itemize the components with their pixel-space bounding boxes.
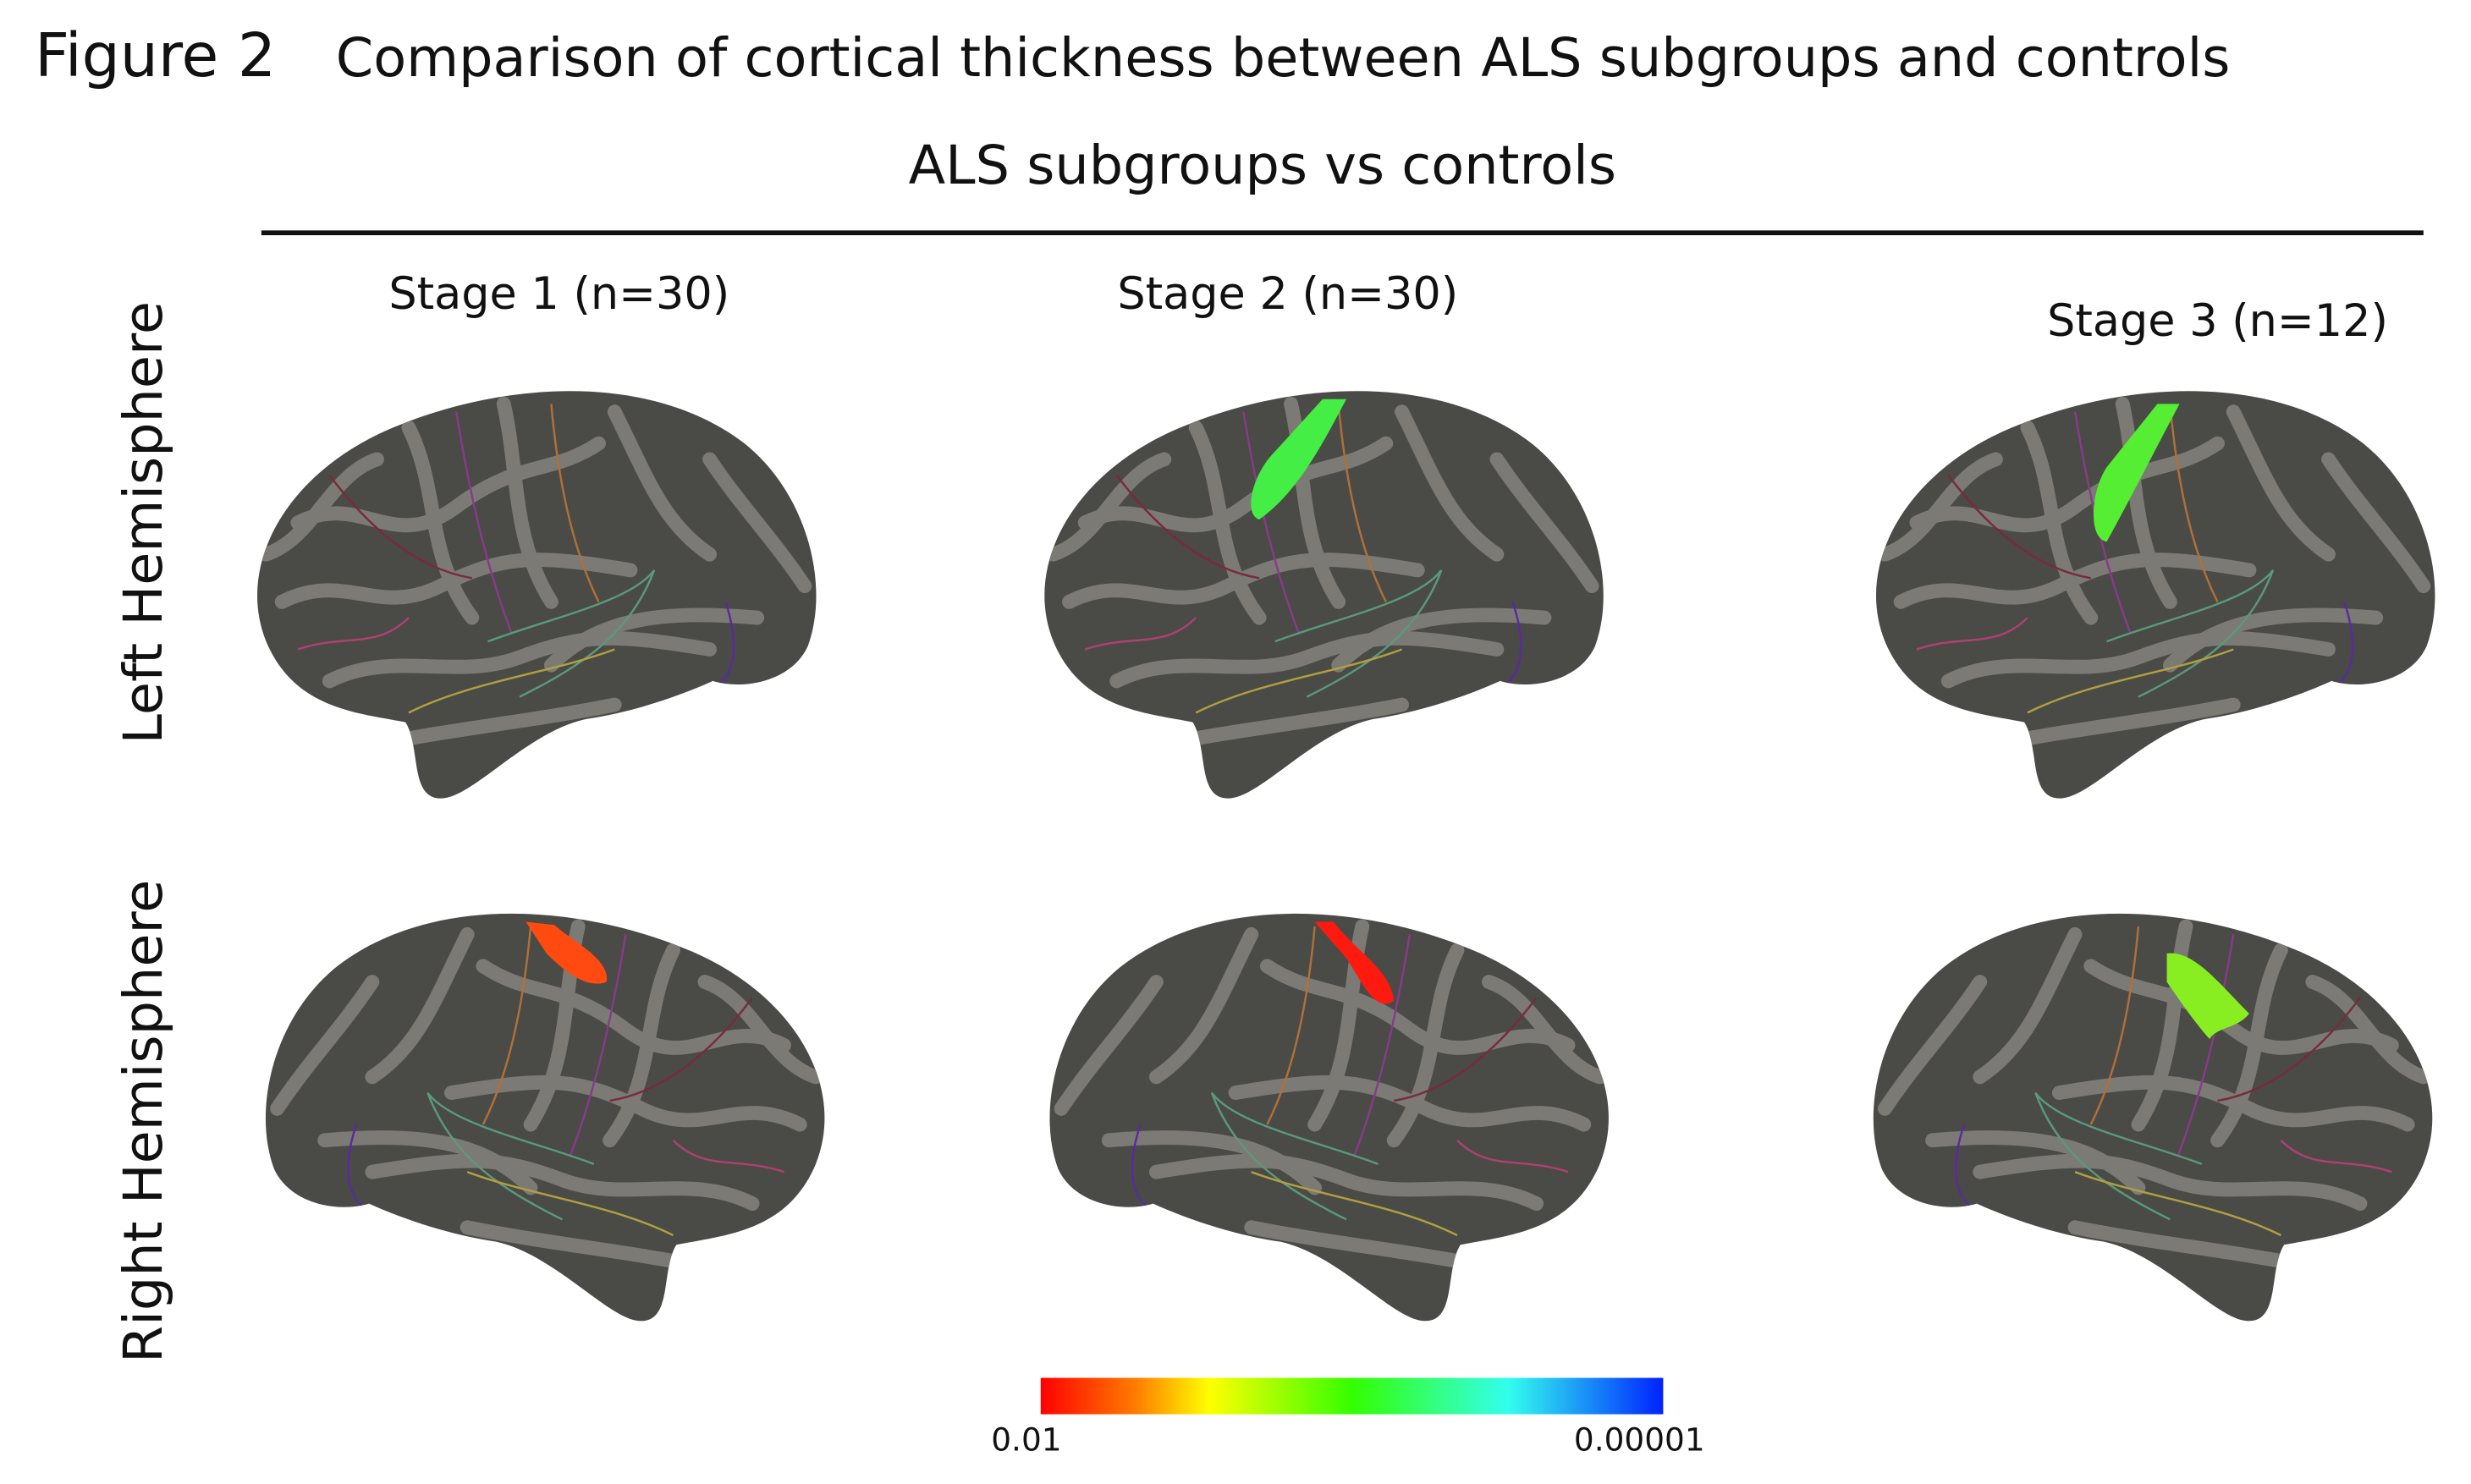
colorbar-max-label: 0.00001 (1574, 1421, 1705, 1459)
significant-region (526, 921, 608, 984)
significant-region (1314, 921, 1395, 1004)
brain-surface (257, 391, 816, 798)
colorbar-min-label: 0.01 (991, 1421, 1061, 1459)
brain-surface (266, 914, 824, 1321)
row-label: Right Hemisphere (113, 880, 175, 1363)
significant-region (2166, 953, 2249, 1039)
significant-region (2094, 404, 2180, 542)
figure-title: Comparison of cortical thickness between… (336, 27, 2231, 90)
row-label: Left Hemisphere (113, 301, 175, 744)
colorbar (1040, 1377, 1664, 1415)
brain-surface (1874, 914, 2432, 1321)
column-heading: Stage 3 (n=12) (2047, 295, 2388, 347)
significant-region (1251, 398, 1347, 520)
figure-label: Figure 2 (35, 20, 276, 91)
brain-surface (1044, 391, 1603, 798)
column-heading: Stage 2 (n=30) (1117, 268, 1458, 320)
brain-surface (1049, 914, 1608, 1321)
column-heading: Stage 1 (n=30) (388, 268, 729, 320)
subtitle: ALS subgroups vs controls (909, 135, 1616, 197)
brain-surface (1876, 391, 2435, 798)
